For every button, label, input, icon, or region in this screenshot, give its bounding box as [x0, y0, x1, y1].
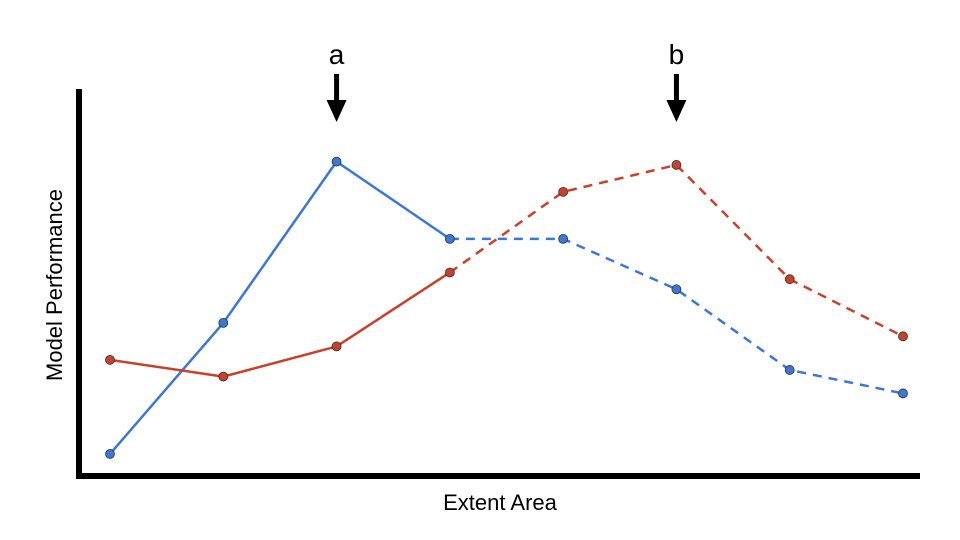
data-point-blue-3 [331, 156, 342, 167]
annotation-arrow-head-b [666, 100, 687, 122]
annotation-label-a: a [329, 39, 345, 70]
data-point-red-3 [331, 341, 342, 352]
x-axis-label: Extent Area [443, 490, 558, 515]
data-point-red-1 [105, 354, 115, 365]
data-point-red-8 [898, 331, 908, 342]
data-point-red-6 [671, 160, 682, 170]
series-red-line-solid [109, 271, 451, 378]
data-point-red-7 [784, 274, 795, 285]
data-point-blue-7 [784, 365, 795, 375]
data-point-blue-5 [558, 233, 569, 244]
series-blue-line-solid [109, 160, 451, 455]
data-point-red-4 [444, 267, 455, 278]
plot-area [105, 156, 908, 459]
series-blue-line-dashed [449, 237, 904, 395]
data-point-blue-8 [898, 388, 908, 399]
data-point-blue-2 [218, 317, 229, 328]
annotation-label-b: b [669, 39, 685, 70]
data-point-red-2 [218, 371, 229, 382]
series-red-line-dashed [449, 163, 904, 338]
y-axis-label: Model Performance [42, 189, 67, 381]
data-point-blue-4 [444, 233, 455, 244]
data-point-blue-6 [671, 284, 682, 295]
annotation-arrow-head-a [326, 100, 347, 122]
data-point-red-5 [558, 186, 569, 197]
data-point-blue-1 [105, 449, 115, 459]
